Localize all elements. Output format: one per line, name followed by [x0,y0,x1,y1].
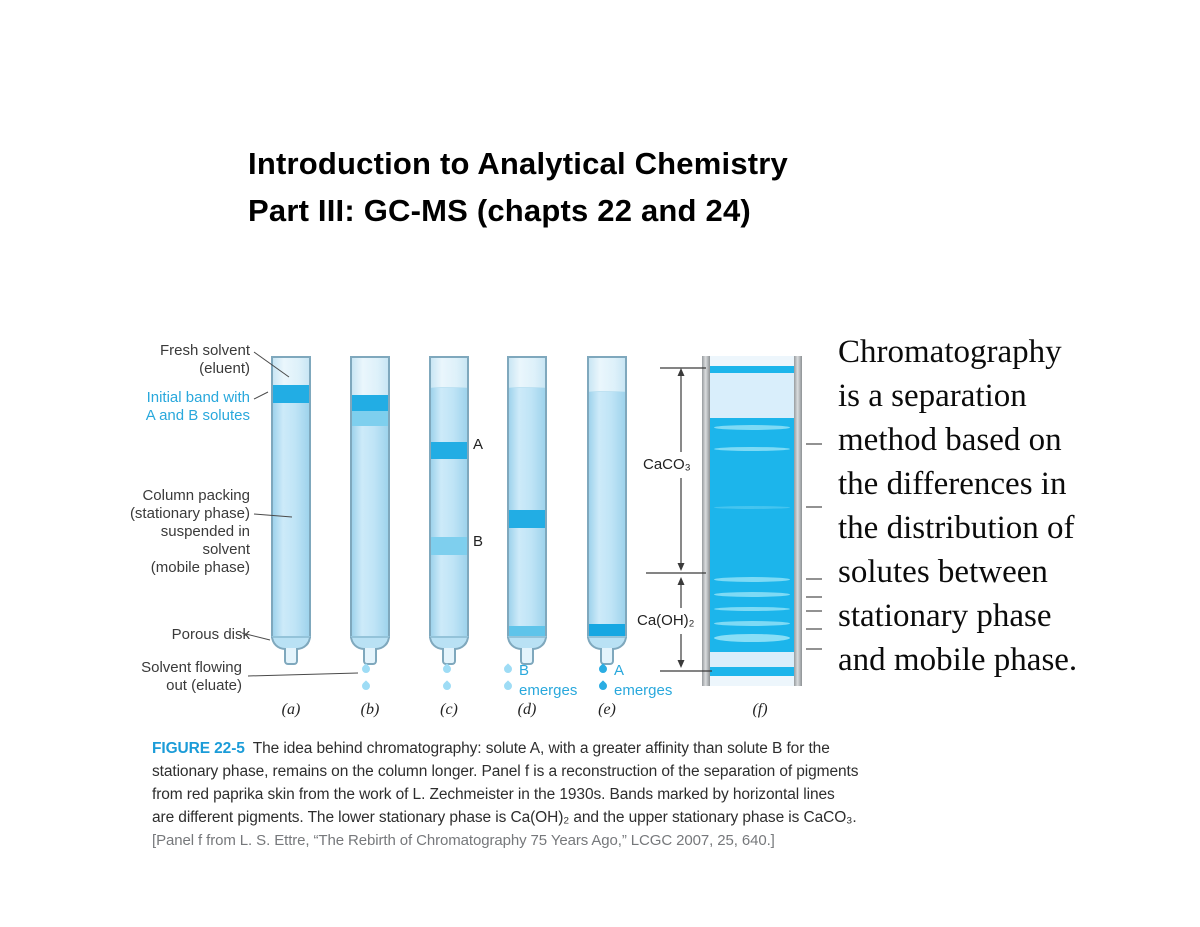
label-B-emerges-word: emerges [519,682,578,699]
drop-icon [597,680,609,692]
chromatography-definition: Chromatography is a separation method ba… [838,334,1078,678]
drop-icon [441,680,453,692]
column-f [710,356,794,686]
column-d-outlet [520,648,534,665]
column-a-outlet [284,648,298,665]
label-B-emerges-letter: B [519,662,530,679]
arrow-down-icon [677,660,685,668]
label-caco3: CaCO₃ [643,456,691,473]
leader-line [247,672,359,677]
column-f-left-wall [702,356,710,686]
panel-label-d: (d) [517,701,537,718]
pigment-streak [714,425,790,430]
drop-icon [360,680,372,692]
glass-bottom [710,676,794,686]
pigment-streak [714,592,790,597]
fresh-solvent-zone [431,358,467,388]
label-column-packing: Column packing (stationary phase) suspen… [129,487,250,576]
column-b-outlet [363,648,377,665]
arrow-down-icon [677,563,685,571]
column-a-tube [271,356,311,638]
panel-label-e: (e) [598,701,616,718]
fresh-solvent-zone [352,358,388,396]
glass-top [710,356,794,366]
label-solvent-out: Solvent flowing out (eluate) [141,659,242,694]
solute-band [352,395,388,411]
solvent-line [710,366,794,373]
drop-icon [502,663,514,675]
pigment-streak [714,621,790,626]
band-label-B: B [473,533,484,550]
panel-label-b: (b) [360,701,380,718]
panel-label-c: (c) [440,701,458,718]
initial-band [273,385,309,403]
panel-label-a: (a) [281,701,301,718]
caption-line-1: FIGURE 22-5 The idea behind chromatograph… [152,740,830,757]
arrow-up-icon [677,577,685,585]
band-A [509,510,545,528]
column-e-outlet [600,648,614,665]
solute-band-diffuse [352,411,388,426]
pigment-streak [714,506,790,509]
drop-icon [597,663,609,675]
label-caoh2: Ca(OH)₂ [637,612,695,629]
pigment-streak [714,634,790,642]
slide-title-line2: Part III: GC-MS (chapts 22 and 24) [248,193,751,228]
label-initial-band: Initial band with A and B solutes [145,389,250,424]
band-B-eluting [509,626,545,638]
label-fresh-solvent: Fresh solvent (eluent) [159,342,250,377]
figure-caption: FIGURE 22-5 The idea behind chromatograph… [152,737,912,852]
column-b-tube [350,356,390,638]
caption-citation: [Panel f from L. S. Ettre, “The Rebirth … [152,832,775,849]
pigment-streak [714,577,790,582]
pale-band [710,652,794,667]
label-porous-disk: Porous disk [171,626,250,643]
slide-title-line1: Introduction to Analytical Chemistry [248,146,788,181]
label-A-emerges-word: emerges [614,682,673,699]
drop-icon [441,663,453,675]
caption-line-3: from red paprika skin from the work of L… [152,786,835,803]
leader-line [253,391,269,400]
pigment-streak [714,447,790,451]
column-c-outlet [442,648,456,665]
bottom-band [710,667,794,676]
column-e-tube [587,356,627,638]
drop-icon [360,663,372,675]
band-B [431,537,467,555]
label-A-emerges-letter: A [614,662,625,679]
band-label-A: A [473,436,484,453]
panel-label-f: (f) [752,701,768,718]
clear-solvent-zone [710,373,794,418]
pigment-streak [714,607,790,611]
column-d-tube [507,356,547,638]
caption-line-4: are different pigments. The lower statio… [152,809,857,826]
column-c-tube [429,356,469,638]
slide-title: Introduction to Analytical Chemistry Par… [248,140,788,234]
band-A-eluting [589,624,625,638]
fresh-solvent-zone [589,358,625,392]
drop-icon [502,680,514,692]
column-f-right-wall [794,356,802,686]
figure-number: FIGURE 22-5 [152,740,245,757]
arrow-up-icon [677,368,685,376]
band-A [431,442,467,459]
fresh-solvent-zone [509,358,545,388]
caption-line-2: stationary phase, remains on the column … [152,763,859,780]
fresh-solvent-zone [273,358,309,386]
